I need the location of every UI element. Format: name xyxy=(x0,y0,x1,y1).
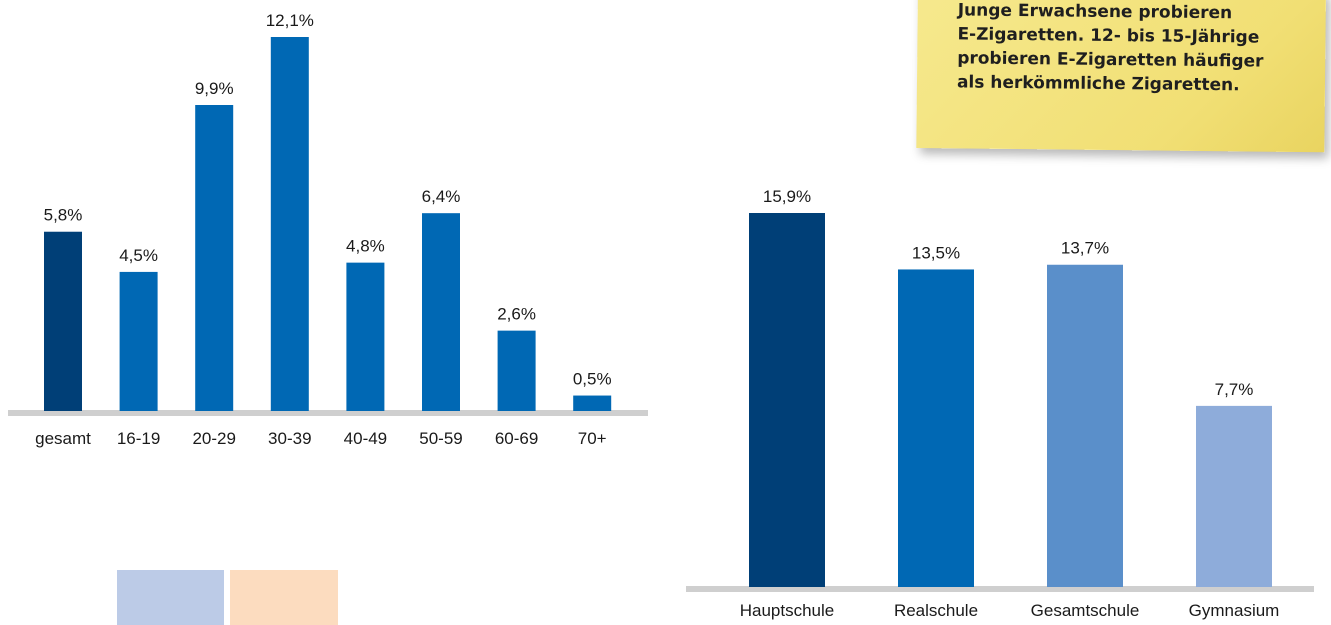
bar-hauptschule xyxy=(749,213,825,587)
bar-chart-1: 5,8% gesamt 4,5% 16-19 9,9% 20-29 12,1% 30-39 4,… xyxy=(8,11,648,448)
note-line: E-Zigaretten. 12- bis 15-Jährige xyxy=(957,24,1260,48)
tick-label: Realschule xyxy=(894,601,978,620)
tick-label: 50-59 xyxy=(419,429,462,448)
data-label: 2,6% xyxy=(497,305,536,324)
note-line: als herkömmliche Zigaretten. xyxy=(956,72,1240,96)
data-label: 12,1% xyxy=(266,11,314,30)
bar-gesamt xyxy=(44,231,82,411)
bar-30-39 xyxy=(270,37,309,411)
data-label: 7,7% xyxy=(1215,380,1254,399)
data-label: 13,7% xyxy=(1061,239,1109,258)
tick-label: 70+ xyxy=(578,429,607,448)
tick-label: Hauptschule xyxy=(740,601,835,620)
bar-20-29 xyxy=(195,105,234,411)
bar-realschule xyxy=(898,269,974,587)
bar-16-19 xyxy=(119,271,158,411)
data-label: 4,5% xyxy=(119,246,158,265)
legend-swatch-orange xyxy=(230,570,338,625)
tick-label: 40-49 xyxy=(344,429,387,448)
bar-50-59 xyxy=(422,213,460,411)
tick-label: 16-19 xyxy=(117,429,160,448)
data-label: 0,5% xyxy=(573,370,612,389)
bar-gymnasium xyxy=(1196,405,1272,587)
sticky-note: Junge Erwachsene probieren E-Zigaretten.… xyxy=(916,0,1326,153)
data-label: 9,9% xyxy=(195,79,234,98)
data-label: 15,9% xyxy=(763,187,811,206)
tick-label: gesamt xyxy=(35,429,91,448)
bar-gesamtschule xyxy=(1047,264,1123,587)
tick-label: 20-29 xyxy=(192,429,235,448)
tick-label: Gymnasium xyxy=(1189,601,1280,620)
bar-chart-2: 15,9% Hauptschule 13,5% Realschule 13,7% Gesa… xyxy=(686,187,1314,620)
tick-label: 30-39 xyxy=(268,429,311,448)
data-label: 5,8% xyxy=(44,206,83,225)
legend-swatch-blue xyxy=(117,570,224,625)
bar-60-69 xyxy=(497,330,536,411)
data-label: 13,5% xyxy=(912,243,960,262)
tick-label: 60-69 xyxy=(495,429,538,448)
tick-label: Gesamtschule xyxy=(1031,601,1140,620)
bar-40-49 xyxy=(346,262,385,411)
data-label: 6,4% xyxy=(422,187,461,206)
note-line: probieren E-Zigaretten häufiger xyxy=(957,48,1264,72)
bar-70- xyxy=(573,395,612,411)
data-label: 4,8% xyxy=(346,237,385,256)
